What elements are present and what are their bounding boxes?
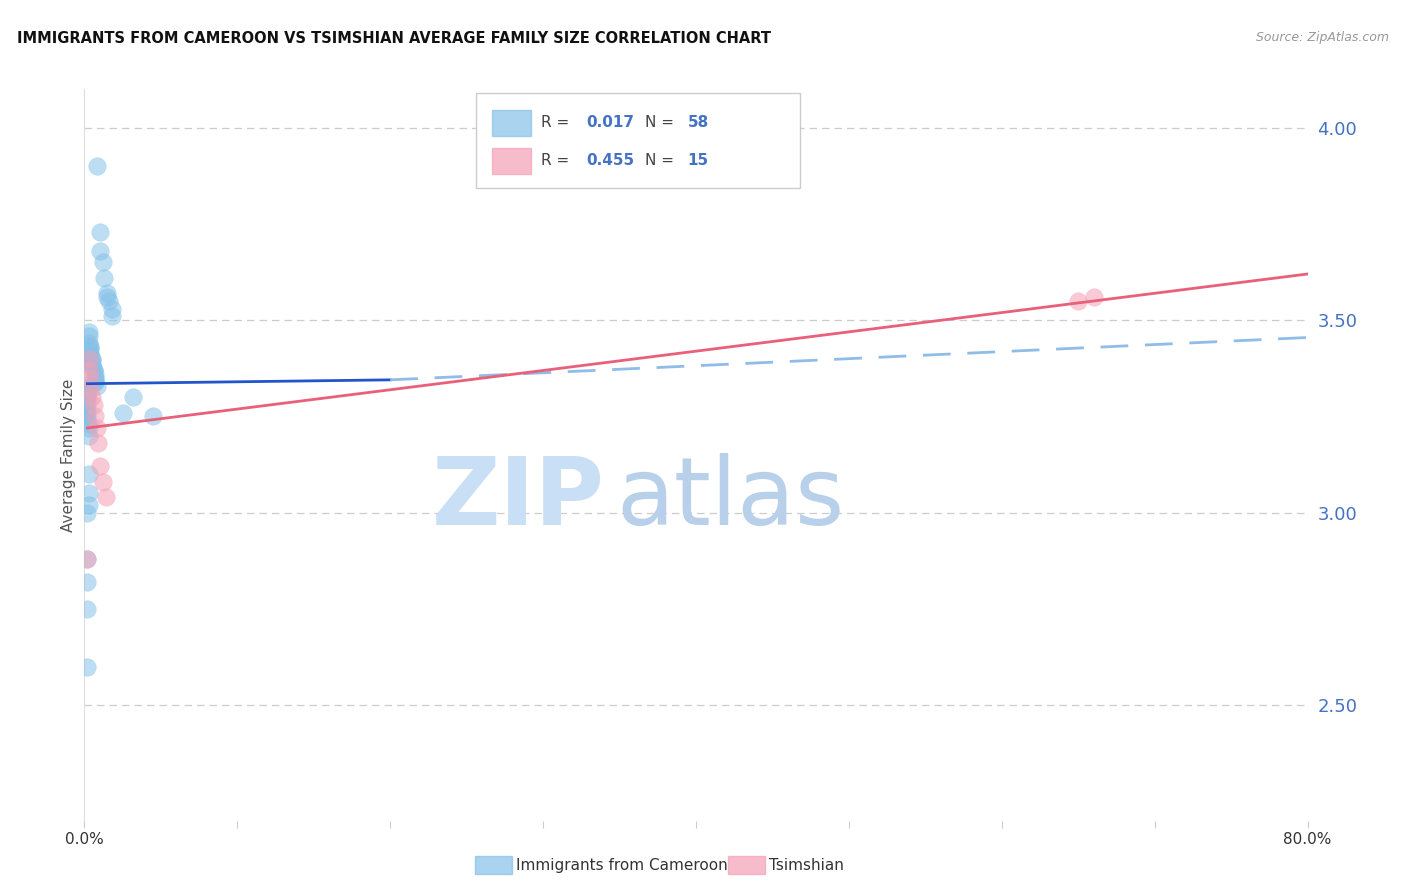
Point <box>84 371 107 385</box>
Point <box>97 293 120 308</box>
Point <box>76 659 98 673</box>
Point <box>77 467 100 482</box>
Point <box>83 398 105 412</box>
Point <box>77 351 100 366</box>
Text: 15: 15 <box>688 153 709 169</box>
Point <box>122 390 145 404</box>
Text: ZIP: ZIP <box>432 453 605 545</box>
Point <box>79 348 101 362</box>
Point <box>76 574 98 589</box>
Point <box>76 386 98 401</box>
Point <box>77 417 100 431</box>
Point <box>142 409 165 424</box>
Point <box>79 340 101 354</box>
FancyBboxPatch shape <box>492 148 531 174</box>
Y-axis label: Average Family Size: Average Family Size <box>60 378 76 532</box>
Point <box>79 371 101 385</box>
Point <box>96 286 118 301</box>
Point <box>76 383 98 397</box>
Point <box>1067 293 1090 308</box>
Point <box>77 421 100 435</box>
Point <box>80 351 103 366</box>
Text: Immigrants from Cameroon: Immigrants from Cameroon <box>516 858 728 872</box>
Text: R =: R = <box>541 153 574 169</box>
Point <box>101 301 124 316</box>
Text: N =: N = <box>644 115 679 130</box>
Point <box>84 371 107 385</box>
Point <box>80 359 103 374</box>
Point <box>96 290 118 304</box>
Point <box>77 428 100 442</box>
Text: N =: N = <box>644 153 679 169</box>
FancyBboxPatch shape <box>492 110 531 136</box>
Point <box>77 498 100 512</box>
FancyBboxPatch shape <box>475 93 800 188</box>
Text: IMMIGRANTS FROM CAMEROON VS TSIMSHIAN AVERAGE FAMILY SIZE CORRELATION CHART: IMMIGRANTS FROM CAMEROON VS TSIMSHIAN AV… <box>17 31 770 46</box>
Point <box>77 328 100 343</box>
Point <box>84 375 107 389</box>
Point <box>76 413 98 427</box>
Point <box>86 378 108 392</box>
Point <box>1083 290 1105 304</box>
Point <box>77 486 100 500</box>
Point <box>80 355 103 369</box>
Point <box>80 359 103 374</box>
Point <box>84 375 107 389</box>
Point <box>77 325 100 339</box>
Point <box>91 255 114 269</box>
Point <box>86 421 108 435</box>
Point <box>76 506 98 520</box>
Point <box>87 436 110 450</box>
Point <box>76 378 98 392</box>
Point <box>84 409 107 424</box>
Point <box>80 351 103 366</box>
Point <box>76 401 98 416</box>
Point <box>86 159 108 173</box>
Point <box>76 552 98 566</box>
Point <box>76 398 98 412</box>
Point <box>83 363 105 377</box>
Point <box>80 390 103 404</box>
Text: atlas: atlas <box>616 453 845 545</box>
Point <box>89 225 111 239</box>
Point <box>76 390 98 404</box>
Point <box>101 310 124 324</box>
Point <box>84 367 107 381</box>
Text: R =: R = <box>541 115 574 130</box>
Point <box>76 409 98 424</box>
Point <box>76 351 98 366</box>
Point <box>76 394 98 409</box>
Text: 58: 58 <box>688 115 709 130</box>
Point <box>76 383 98 397</box>
Point <box>111 406 134 420</box>
Point <box>94 490 117 504</box>
Text: 0.017: 0.017 <box>586 115 634 130</box>
Point <box>89 244 111 258</box>
Point <box>79 343 101 358</box>
Point <box>76 386 98 401</box>
Point <box>89 459 111 474</box>
Point <box>79 340 101 354</box>
Point <box>77 336 100 351</box>
Point <box>91 475 114 489</box>
Point <box>93 270 115 285</box>
Point <box>76 602 98 616</box>
Point <box>77 363 100 377</box>
Point <box>76 552 98 566</box>
Point <box>76 390 98 404</box>
Text: Source: ZipAtlas.com: Source: ZipAtlas.com <box>1256 31 1389 45</box>
Text: Tsimshian: Tsimshian <box>769 858 844 872</box>
Point <box>76 406 98 420</box>
Point <box>83 363 105 377</box>
Point <box>79 383 101 397</box>
Text: 0.455: 0.455 <box>586 153 634 169</box>
